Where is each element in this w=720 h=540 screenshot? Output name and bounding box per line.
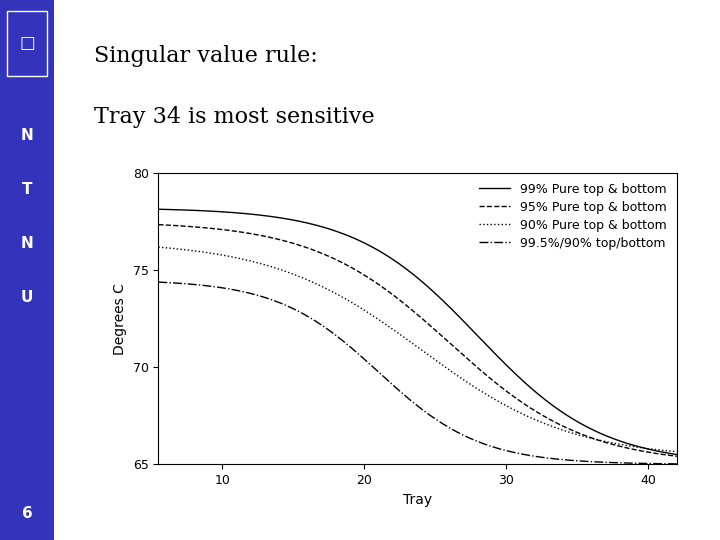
- 99% Pure top & bottom: [672, 451, 681, 458]
- 95% Pure top & bottom: [472, 363, 480, 369]
- Legend: 99% Pure top & bottom, 95% Pure top & bottom, 90% Pure top & bottom, 99.5%/90% t: 99% Pure top & bottom, 95% Pure top & bo…: [475, 179, 670, 254]
- 99.5%/90% top/bottom: [624, 460, 633, 467]
- X-axis label: Tray: Tray: [403, 492, 432, 507]
- 99.5%/90% top/bottom: [154, 279, 163, 285]
- Text: Singular value rule:: Singular value rule:: [94, 45, 318, 67]
- 90% Pure top & bottom: [461, 377, 469, 384]
- 90% Pure top & bottom: [624, 442, 633, 449]
- 99.5%/90% top/bottom: [591, 458, 600, 465]
- 95% Pure top & bottom: [591, 436, 600, 442]
- Text: 6: 6: [22, 505, 32, 521]
- 99.5%/90% top/bottom: [463, 434, 472, 440]
- 90% Pure top & bottom: [672, 448, 681, 455]
- Line: 95% Pure top & bottom: 95% Pure top & bottom: [158, 225, 677, 456]
- 99% Pure top & bottom: [624, 441, 633, 447]
- 99% Pure top & bottom: [472, 330, 480, 337]
- Line: 99.5%/90% top/bottom: 99.5%/90% top/bottom: [158, 282, 677, 464]
- Text: Tray 34 is most sensitive: Tray 34 is most sensitive: [94, 106, 374, 127]
- 90% Pure top & bottom: [463, 379, 472, 386]
- 90% Pure top & bottom: [154, 244, 163, 251]
- Text: N: N: [21, 235, 33, 251]
- 99% Pure top & bottom: [591, 428, 600, 434]
- 90% Pure top & bottom: [591, 436, 600, 442]
- Text: N: N: [21, 127, 33, 143]
- Line: 99% Pure top & bottom: 99% Pure top & bottom: [158, 209, 677, 455]
- 95% Pure top & bottom: [461, 354, 469, 360]
- 99% Pure top & bottom: [461, 320, 469, 326]
- 95% Pure top & bottom: [463, 355, 472, 362]
- 99.5%/90% top/bottom: [461, 433, 469, 440]
- Text: □: □: [19, 34, 35, 52]
- 99.5%/90% top/bottom: [472, 437, 480, 444]
- 95% Pure top & bottom: [156, 221, 164, 228]
- Y-axis label: Degrees C: Degrees C: [113, 282, 127, 355]
- FancyBboxPatch shape: [7, 11, 47, 76]
- 99% Pure top & bottom: [156, 206, 164, 213]
- 99.5%/90% top/bottom: [156, 279, 164, 286]
- 99.5%/90% top/bottom: [672, 461, 681, 467]
- Text: T: T: [22, 181, 32, 197]
- 99% Pure top & bottom: [154, 206, 163, 212]
- 95% Pure top & bottom: [624, 445, 633, 451]
- 99% Pure top & bottom: [463, 321, 472, 328]
- 95% Pure top & bottom: [672, 453, 681, 460]
- 90% Pure top & bottom: [156, 244, 164, 251]
- Text: U: U: [21, 289, 33, 305]
- Line: 90% Pure top & bottom: 90% Pure top & bottom: [158, 247, 677, 451]
- 95% Pure top & bottom: [154, 221, 163, 228]
- 90% Pure top & bottom: [472, 384, 480, 391]
